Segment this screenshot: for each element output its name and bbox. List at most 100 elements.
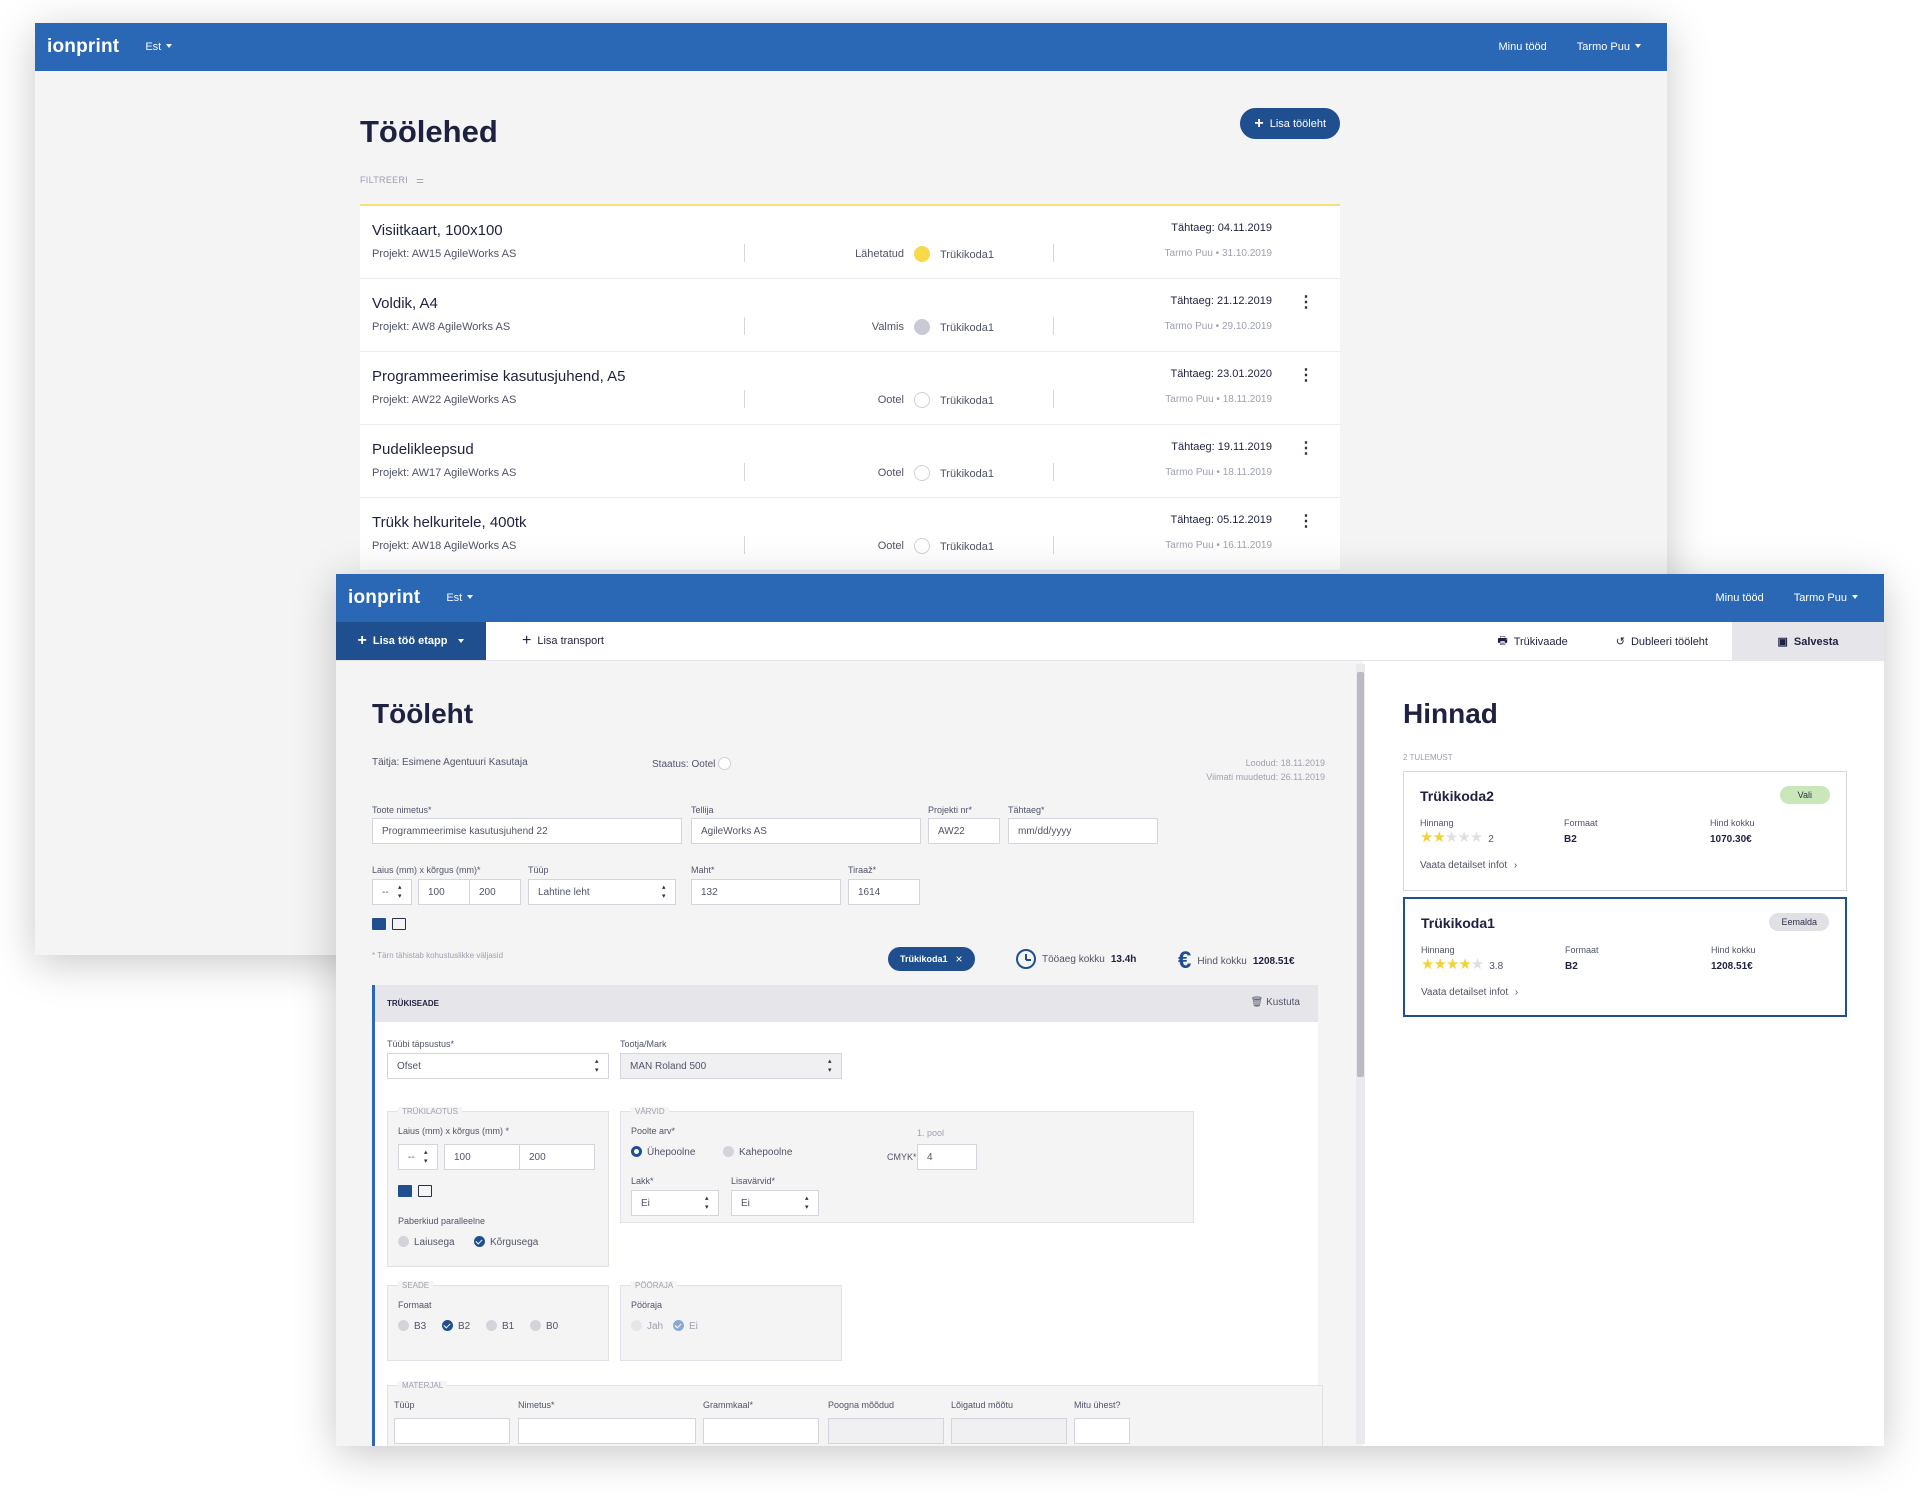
volume-input[interactable]: 132 xyxy=(691,879,841,905)
turner-yes-radio[interactable]: Jah xyxy=(631,1320,663,1332)
list-item[interactable]: Pudelikleepsud Projekt: AW17 AgileWorks … xyxy=(360,425,1340,498)
printer-chip[interactable]: Trükikoda1 × xyxy=(888,947,975,971)
deadline: Tähtaeg: 04.11.2019 xyxy=(1171,222,1272,234)
material-name-input[interactable] xyxy=(518,1418,696,1444)
remove-button[interactable]: Eemalda xyxy=(1769,913,1829,931)
my-jobs-link[interactable]: Minu tööd xyxy=(1715,592,1764,604)
printer: Trükikoda1 xyxy=(940,249,995,261)
floppy-icon: ▣ xyxy=(1777,636,1788,648)
one-sided-radio[interactable]: Ühepoolne xyxy=(631,1146,695,1158)
save-button[interactable]: ▣ Salvesta xyxy=(1732,622,1884,661)
more-vertical-icon[interactable]: ⋮ xyxy=(1298,294,1314,311)
logo[interactable]: ionprint xyxy=(348,587,421,608)
chevron-right-icon: › xyxy=(1513,860,1518,871)
list-item[interactable]: Voldik, A4 Projekt: AW8 AgileWorks AS Va… xyxy=(360,279,1340,352)
add-worksheet-button[interactable]: + Lisa tööleht xyxy=(1240,108,1340,139)
my-jobs-link[interactable]: Minu tööd xyxy=(1498,41,1547,53)
toolbar: + Lisa töö etapp + Lisa transport 🖶 Trükiva… xyxy=(336,622,1884,661)
logo[interactable]: ionprint xyxy=(47,36,120,57)
price-card[interactable]: Trükikoda2 Vali Hinnang ★★★★★ 2 Formaat B… xyxy=(1403,771,1847,891)
list-item[interactable]: Programmeerimise kasutusjuhend, A5 Proje… xyxy=(360,352,1340,425)
lacquer-select[interactable]: Ei xyxy=(631,1190,719,1216)
trash-icon: 🗑 xyxy=(1250,997,1264,1008)
more-vertical-icon[interactable]: ⋮ xyxy=(1298,513,1314,530)
scrollbar[interactable] xyxy=(1356,664,1365,1444)
worksheets-window: ionprint Est Minu tööd Tarmo Puu Töölehe… xyxy=(35,23,1667,955)
fiber-width-radio[interactable]: Laiusega xyxy=(398,1236,455,1248)
volume-label: Maht* xyxy=(691,865,715,875)
list-item[interactable]: Visiitkaart, 100x100 Projekt: AW15 Agile… xyxy=(360,206,1340,279)
details-link[interactable]: Vaata detailset infot › xyxy=(1420,860,1518,871)
more-vertical-icon[interactable]: ⋮ xyxy=(1298,440,1314,457)
status: Staatus: Ootel xyxy=(652,757,732,770)
print-run-input[interactable]: 1614 xyxy=(848,879,920,905)
portrait-icon[interactable] xyxy=(372,917,386,930)
rating-stars: ★★★★★ 2 xyxy=(1420,829,1494,846)
worksheet-detail-window: ionprint Est Minu tööd Tarmo Puu + Lisa t… xyxy=(336,574,1884,1446)
printer: Trükikoda1 xyxy=(940,322,995,334)
print-preview-button[interactable]: 🖶 Trükivaade xyxy=(1473,622,1591,661)
turner-label: Pööraja xyxy=(631,1300,663,1310)
layout-height-input[interactable]: 200 xyxy=(519,1144,595,1170)
delete-button[interactable]: 🗑 Kustuta xyxy=(1250,997,1300,1008)
orientation-toggle xyxy=(372,915,412,933)
project-number-input[interactable]: AW22 xyxy=(928,818,1000,844)
duplicate-button[interactable]: ↺ Dubleeri tööleht xyxy=(1615,635,1708,649)
maker-select[interactable]: MAN Roland 500 xyxy=(620,1053,842,1079)
add-transport-button[interactable]: + Lisa transport xyxy=(522,632,604,649)
material-cut-select[interactable] xyxy=(951,1418,1067,1444)
product-label: Toote nimetus* xyxy=(372,805,432,815)
user-menu[interactable]: Tarmo Puu xyxy=(1794,592,1858,604)
select-button[interactable]: Vali xyxy=(1779,786,1830,804)
chevron-down-icon xyxy=(467,595,474,599)
colors-legend: VÄRVID xyxy=(631,1107,669,1116)
format-b0-radio[interactable]: B0 xyxy=(530,1320,558,1332)
landscape-icon[interactable] xyxy=(418,1184,432,1197)
add-stage-button[interactable]: + Lisa töö etapp xyxy=(336,622,486,660)
material-sheet-select[interactable] xyxy=(828,1418,944,1444)
maker-label: Tootja/Mark xyxy=(620,1039,667,1049)
meta: Tarmo Puu • 31.10.2019 xyxy=(1164,248,1272,259)
price-total: € Hind kokku 1208.51€ xyxy=(1178,947,1295,974)
material-ups-input[interactable] xyxy=(1074,1418,1130,1444)
plus-icon: + xyxy=(522,632,532,649)
format-b1-radio[interactable]: B1 xyxy=(486,1320,514,1332)
layout-preset-select[interactable]: -- xyxy=(398,1144,438,1170)
format-b2-radio[interactable]: B2 xyxy=(442,1320,470,1332)
turner-no-radio[interactable]: Ei xyxy=(673,1320,698,1332)
portrait-icon[interactable] xyxy=(398,1184,412,1197)
printer-name: Trükikoda2 xyxy=(1420,788,1494,804)
chevron-down-icon xyxy=(458,639,465,643)
format-b3-radio[interactable]: B3 xyxy=(398,1320,426,1332)
type-select[interactable]: Lahtine leht xyxy=(528,879,676,905)
filter-toggle[interactable]: FILTREERI ⚌ xyxy=(360,175,425,185)
cmyk-input[interactable]: 4 xyxy=(917,1144,977,1170)
extra-colors-select[interactable]: Ei xyxy=(731,1190,819,1216)
language-select[interactable]: Est xyxy=(446,592,474,604)
material-weight-select[interactable] xyxy=(703,1418,819,1444)
fiber-height-radio[interactable]: Kõrgusega xyxy=(474,1236,538,1248)
type-spec-select[interactable]: Ofset xyxy=(387,1053,609,1079)
material-type-select[interactable] xyxy=(394,1418,510,1444)
deadline-input[interactable]: mm/dd/yyyy xyxy=(1008,818,1158,844)
size-preset-select[interactable]: -- xyxy=(372,879,412,905)
user-menu[interactable]: Tarmo Puu xyxy=(1577,41,1641,53)
product-name-input[interactable]: Programmeerimise kasutusjuhend 22 xyxy=(372,818,682,844)
list-item[interactable]: Trükk helkuritele, 400tk Projekt: AW18 A… xyxy=(360,498,1340,571)
more-vertical-icon[interactable]: ⋮ xyxy=(1298,367,1314,384)
close-icon[interactable]: × xyxy=(955,952,963,966)
layout-width-input[interactable]: 100 xyxy=(444,1144,520,1170)
material-sheet-label: Poogna mõõdud xyxy=(828,1400,895,1410)
landscape-icon[interactable] xyxy=(392,917,406,930)
details-link[interactable]: Vaata detailset infot › xyxy=(1421,987,1519,998)
printer-name: Trükikoda1 xyxy=(1421,915,1495,931)
price-card[interactable]: Trükikoda1 Eemalda Hinnang ★★★★★ 3.8 Form… xyxy=(1403,897,1847,1017)
two-sided-radio[interactable]: Kahepoolne xyxy=(723,1146,792,1158)
meta: Tarmo Puu • 29.10.2019 xyxy=(1164,321,1272,332)
dates: Loodud: 18.11.2019 Viimati muudetud: 26.1… xyxy=(1206,758,1325,782)
client-input[interactable]: AgileWorks AS xyxy=(691,818,921,844)
width-input[interactable]: 100 xyxy=(418,879,470,905)
height-input[interactable]: 200 xyxy=(469,879,521,905)
turner-legend: PÖÖRAJA xyxy=(631,1281,678,1290)
language-select[interactable]: Est xyxy=(145,41,173,53)
